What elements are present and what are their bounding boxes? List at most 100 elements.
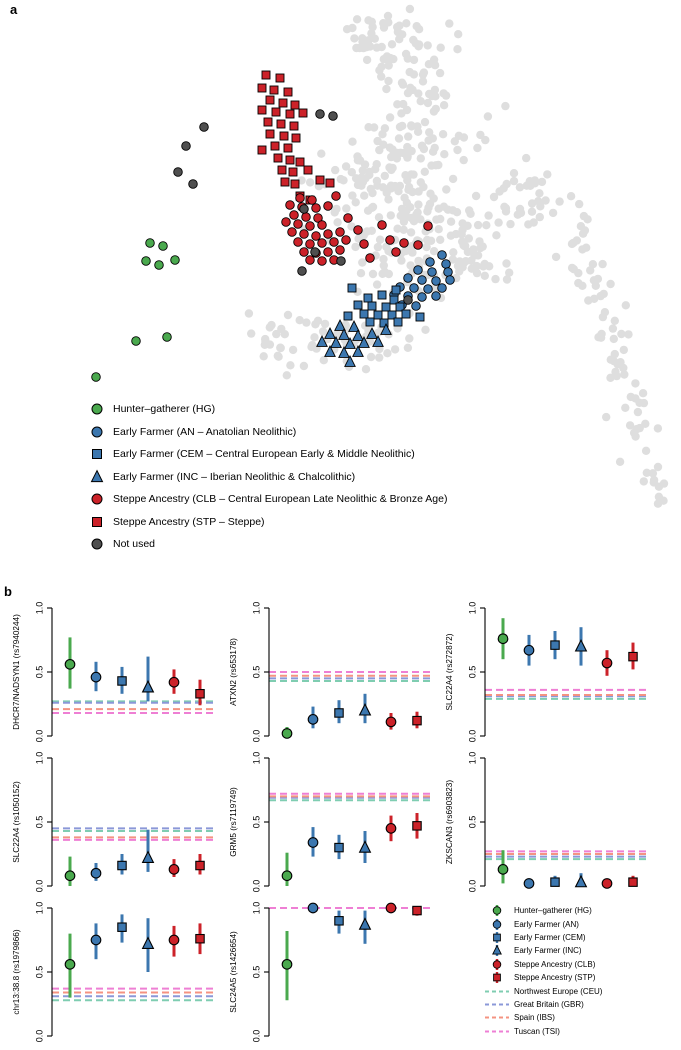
- svg-text:0.0: 0.0: [467, 880, 477, 893]
- svg-text:1.0: 1.0: [34, 752, 44, 765]
- panel-b-label: b: [4, 584, 12, 599]
- svg-text:0.5: 0.5: [34, 966, 44, 979]
- svg-text:SLC24A5 (rs1426654): SLC24A5 (rs1426654): [229, 931, 238, 1013]
- panel-a-legend-item-not-used: Not used: [88, 536, 447, 552]
- farmer-square-icon: [92, 449, 102, 459]
- svg-text:1.0: 1.0: [467, 602, 477, 615]
- panel-b-legend-item-early-farmer-cem: Early Farmer (CEM): [484, 931, 680, 944]
- svg-text:1.0: 1.0: [467, 752, 477, 765]
- farmer-circle-icon: [91, 426, 103, 437]
- gbr-legend-dashed-line-icon: [485, 1003, 509, 1006]
- legend-label: Spain (IBS): [514, 1013, 555, 1023]
- legend-label: Steppe Ancestry (STP): [514, 973, 596, 983]
- legend-label: Hunter–gatherer (HG): [514, 906, 592, 916]
- legend-label: Early Farmer (CEM – Central European Ear…: [113, 448, 415, 460]
- svg-text:1.0: 1.0: [251, 902, 261, 915]
- panel-a-legend: Hunter–gatherer (HG) Early Farmer (AN – A…: [88, 401, 447, 559]
- panel-a-legend-item-hunter-gatherer-hg: Hunter–gatherer (HG): [88, 401, 447, 417]
- panel-b-legend: Hunter–gatherer (HG) Early Farmer (AN) Ear…: [484, 904, 680, 1038]
- legend-label: Not used: [113, 538, 156, 550]
- frequency-subplot-svg: 0.0 0.5 1.0 GRM5 (rs7119749): [229, 752, 431, 893]
- frequency-subplot-svg: 0.0 0.5 1.0 chr13:38.8 (rs1979866): [12, 902, 214, 1043]
- svg-text:0.5: 0.5: [251, 816, 261, 829]
- panel-a-legend-item-steppe-ancestry-clb-central-european-late-neolithic-bronze-age: Steppe Ancestry (CLB – Central European …: [88, 491, 447, 507]
- frequency-subplot-zkscan3-rs6903823: 0.0 0.5 1.0 ZKSCAN3 (rs6903823): [437, 748, 652, 896]
- svg-text:0.0: 0.0: [34, 730, 44, 743]
- panel-b-legend-item-hunter-gatherer-hg: Hunter–gatherer (HG): [484, 904, 680, 917]
- frequency-subplot-slc22a4-rs1050152: 0.0 0.5 1.0 SLC22A4 (rs1050152): [4, 748, 219, 896]
- panel-a-legend-item-steppe-ancestry-stp-steppe: Steppe Ancestry (STP – Steppe): [88, 514, 447, 530]
- panel-b-legend-item-steppe-ancestry-stp: Steppe Ancestry (STP): [484, 971, 680, 984]
- not_used-circle-icon: [91, 538, 103, 550]
- panel-a-legend-item-early-farmer-cem-central-european-early-middle-neolithic: Early Farmer (CEM – Central European Ear…: [88, 446, 447, 462]
- steppe-circle-icon: [91, 493, 103, 505]
- legend-label: Steppe Ancestry (STP – Steppe): [113, 515, 265, 528]
- panel-b-legend-item-northwest-europe-ceu: Northwest Europe (CEU): [484, 984, 680, 997]
- hg-legend-circle-icon: [492, 905, 502, 917]
- panel-a-legend-item-early-farmer-inc-iberian-neolithic-chalcolithic: Early Farmer (INC – Iberian Neolithic & …: [88, 469, 447, 485]
- panel-a-label: a: [10, 2, 18, 17]
- panel-b-legend-item-spain-ibs: Spain (IBS): [484, 1011, 680, 1024]
- legend-label: Early Farmer (AN – Anatolian Neolithic): [113, 425, 297, 438]
- svg-text:0.5: 0.5: [34, 816, 44, 829]
- legend-label: Early Farmer (CEM): [514, 932, 586, 942]
- frequency-subplot-svg: 0.0 0.5 1.0 SLC22A4 (rs272872): [445, 602, 647, 743]
- steppe-legend-square-icon: [493, 972, 501, 984]
- legend-label: Steppe Ancestry (CLB): [514, 959, 596, 969]
- farmer-triangle-icon: [90, 469, 104, 482]
- frequency-subplot-svg: 0.0 0.5 1.0 SLC24A5 (rs1426654): [229, 902, 431, 1043]
- farmer-legend-square-icon: [493, 931, 501, 943]
- frequency-subplot-atxn2-rs653178: 0.0 0.5 1.0 ATXN2 (rs653178): [221, 598, 436, 746]
- frequency-subplot-svg: 0.0 0.5 1.0 DHCR7/NADSYN1 (rs7940244): [12, 602, 214, 743]
- svg-text:0.5: 0.5: [467, 666, 477, 679]
- hg-circle-icon: [91, 403, 103, 415]
- ceu-legend-dashed-line-icon: [485, 990, 509, 993]
- frequency-subplot-svg: 0.0 0.5 1.0 ATXN2 (rs653178): [229, 602, 431, 743]
- svg-text:0.5: 0.5: [251, 966, 261, 979]
- frequency-subplot-dhcr7-nadsyn1-rs7940244: 0.0 0.5 1.0 DHCR7/NADSYN1 (rs7940244): [4, 598, 219, 746]
- svg-text:0.0: 0.0: [467, 730, 477, 743]
- panel-b-legend-item-tuscan-tsi: Tuscan (TSI): [484, 1025, 680, 1038]
- svg-text:ZKSCAN3 (rs6903823): ZKSCAN3 (rs6903823): [445, 780, 454, 864]
- pca-scatter-svg: [91, 4, 669, 508]
- panel-a-legend-item-early-farmer-an-anatolian-neolithic: Early Farmer (AN – Anatolian Neolithic): [88, 424, 447, 440]
- legend-label: Northwest Europe (CEU): [514, 986, 603, 996]
- legend-label: Hunter–gatherer (HG): [113, 403, 216, 415]
- farmer-legend-circle-icon: [492, 918, 502, 930]
- svg-text:chr13:38.8 (rs1979866): chr13:38.8 (rs1979866): [12, 929, 21, 1014]
- svg-text:SLC22A4 (rs272872): SLC22A4 (rs272872): [445, 633, 454, 710]
- panel-b-legend-item-early-farmer-inc: Early Farmer (INC): [484, 944, 680, 957]
- frequency-subplot-slc22a4-rs272872: 0.0 0.5 1.0 SLC22A4 (rs272872): [437, 598, 652, 746]
- frequency-subplot-chr13-38-8-rs1979866: 0.0 0.5 1.0 chr13:38.8 (rs1979866): [4, 898, 219, 1046]
- legend-label: Steppe Ancestry (CLB – Central European …: [113, 493, 448, 505]
- svg-text:GRM5 (rs7119749): GRM5 (rs7119749): [229, 787, 238, 857]
- panel-b-legend-item-great-britain-gbr: Great Britain (GBR): [484, 998, 680, 1011]
- pca-scatter-plot: [91, 4, 669, 508]
- svg-text:1.0: 1.0: [251, 752, 261, 765]
- svg-text:1.0: 1.0: [34, 602, 44, 615]
- frequency-subplot-slc24a5-rs1426654: 0.0 0.5 1.0 SLC24A5 (rs1426654): [221, 898, 436, 1046]
- svg-text:0.0: 0.0: [251, 1030, 261, 1043]
- legend-label: Early Farmer (INC – Iberian Neolithic & …: [113, 470, 356, 483]
- farmer-legend-triangle-icon: [492, 945, 502, 957]
- svg-text:0.5: 0.5: [34, 666, 44, 679]
- svg-text:0.0: 0.0: [251, 880, 261, 893]
- panel-b-legend-item-steppe-ancestry-clb: Steppe Ancestry (CLB): [484, 958, 680, 971]
- steppe-square-icon: [92, 516, 102, 527]
- frequency-subplot-svg: 0.0 0.5 1.0 ZKSCAN3 (rs6903823): [445, 752, 647, 893]
- legend-label: Great Britain (GBR): [514, 999, 584, 1009]
- svg-text:0.0: 0.0: [34, 880, 44, 893]
- frequency-subplot-grm5-rs7119749: 0.0 0.5 1.0 GRM5 (rs7119749): [221, 748, 436, 896]
- svg-text:0.5: 0.5: [467, 816, 477, 829]
- svg-text:1.0: 1.0: [251, 602, 261, 615]
- legend-label: Tuscan (TSI): [514, 1026, 560, 1036]
- svg-text:SLC22A4 (rs1050152): SLC22A4 (rs1050152): [12, 781, 21, 863]
- svg-text:0.0: 0.0: [34, 1030, 44, 1043]
- steppe-legend-circle-icon: [492, 958, 502, 970]
- svg-text:1.0: 1.0: [34, 902, 44, 915]
- frequency-grid: 0.0 0.5 1.0 DHCR7/NADSYN1 (rs7940244) 0.0 0.5…: [0, 598, 681, 1050]
- legend-label: Early Farmer (AN): [514, 919, 579, 929]
- svg-text:ATXN2 (rs653178): ATXN2 (rs653178): [229, 638, 238, 706]
- svg-text:0.0: 0.0: [251, 730, 261, 743]
